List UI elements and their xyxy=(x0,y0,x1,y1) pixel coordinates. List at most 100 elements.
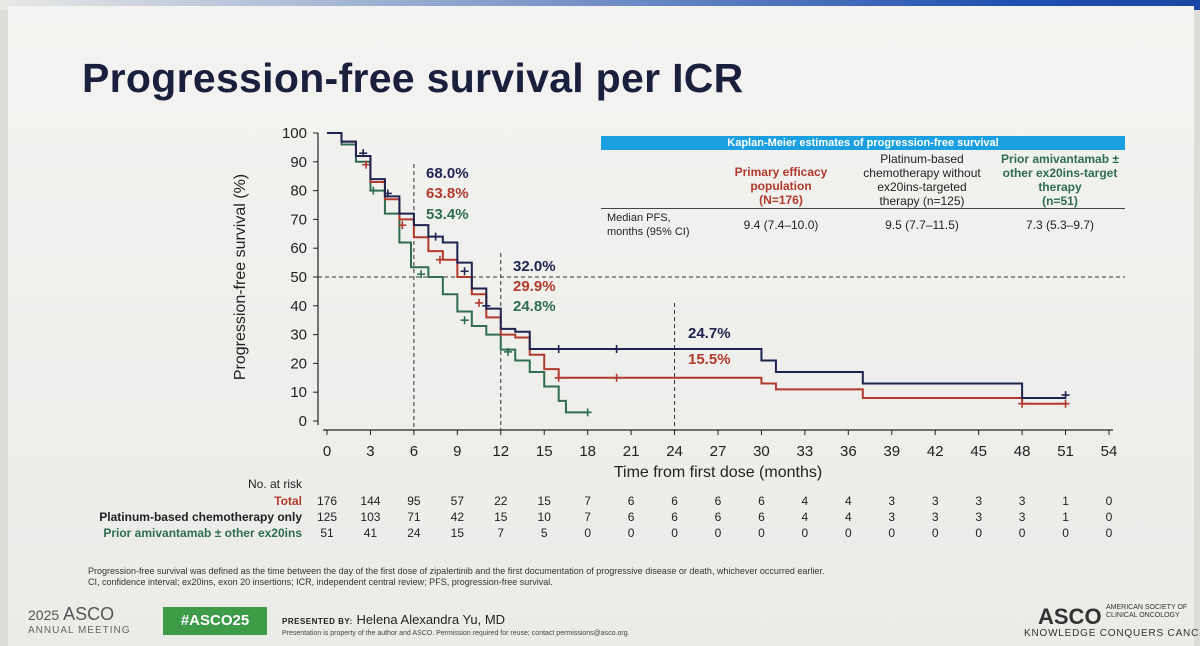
censor-mark xyxy=(435,255,444,264)
censor-mark xyxy=(475,298,484,307)
censor-mark xyxy=(612,373,621,382)
km-table-header: Kaplan-Meier estimates of progression-fr… xyxy=(601,136,1125,150)
km-col-amivantamab-line: therapy xyxy=(1038,180,1082,194)
at-risk-value: 41 xyxy=(364,526,378,540)
asco-side-line: CLINICAL ONCOLOGY xyxy=(1106,612,1180,619)
censor-mark xyxy=(1061,391,1070,400)
y-tick-label: 60 xyxy=(290,240,307,257)
km-col-platinum-line: therapy (n=125) xyxy=(879,194,965,208)
at-risk-value: 3 xyxy=(1019,510,1026,524)
at-risk-value: 6 xyxy=(715,510,722,524)
at-risk-value: 15 xyxy=(538,494,552,508)
at-risk-value: 10 xyxy=(538,510,552,524)
censor-mark xyxy=(431,232,440,241)
asco-tagline: KNOWLEDGE CONQUERS CANCER xyxy=(1024,628,1200,639)
km-col-amivantamab-line: (n=51) xyxy=(1042,194,1078,208)
y-tick-label: 80 xyxy=(290,183,307,200)
at-risk-row-label: Platinum-based chemotherapy only xyxy=(99,510,302,524)
at-risk-title: No. at risk xyxy=(248,477,303,491)
survival-annotation: 24.7% xyxy=(688,325,731,342)
x-tick-label: 6 xyxy=(410,443,418,460)
km-col-primary-line: Primary efficacy xyxy=(734,165,828,179)
at-risk-value: 103 xyxy=(360,510,380,524)
at-risk-value: 6 xyxy=(758,510,765,524)
at-risk-value: 0 xyxy=(671,526,678,540)
km-value-primary: 9.4 (7.4–10.0) xyxy=(743,218,819,232)
censor-mark xyxy=(554,345,563,353)
y-tick-label: 100 xyxy=(282,125,307,142)
x-tick-label: 0 xyxy=(323,443,331,460)
x-tick-label: 42 xyxy=(927,443,944,460)
at-risk-value: 6 xyxy=(715,494,722,508)
x-tick-label: 24 xyxy=(666,443,683,460)
at-risk-value: 7 xyxy=(584,510,591,524)
survival-annotation: 53.4% xyxy=(426,206,469,223)
km-curve-total xyxy=(327,132,1066,399)
meeting-sub: ANNUAL MEETING xyxy=(28,625,131,636)
survival-annotation: 15.5% xyxy=(688,351,731,368)
at-risk-value: 0 xyxy=(1106,526,1113,540)
x-axis-label: Time from first dose (months) xyxy=(614,464,822,481)
at-risk-value: 0 xyxy=(715,526,722,540)
km-col-platinum-line: Platinum-based xyxy=(880,152,964,166)
at-risk-value: 0 xyxy=(758,526,765,540)
km-row-label: Median PFS, months (95% CI) xyxy=(607,211,690,239)
km-row-label-line: Median PFS, xyxy=(607,212,671,224)
x-tick-label: 36 xyxy=(840,443,857,460)
at-risk-value: 7 xyxy=(497,526,504,540)
y-tick-label: 10 xyxy=(290,384,307,401)
km-col-primary: Primary efficacy population (N=176) xyxy=(706,165,856,207)
at-risk-value: 1 xyxy=(1062,494,1069,508)
at-risk-value: 3 xyxy=(932,510,939,524)
censor-mark xyxy=(359,149,368,158)
km-value-platinum: 9.5 (7.7–11.5) xyxy=(885,218,959,232)
censor-mark xyxy=(504,347,513,356)
at-risk-value: 22 xyxy=(494,494,508,508)
at-risk-value: 95 xyxy=(407,494,421,508)
at-risk-value: 0 xyxy=(628,526,635,540)
censor-mark xyxy=(554,373,563,382)
x-tick-label: 21 xyxy=(623,443,640,460)
y-tick-label: 20 xyxy=(290,355,307,372)
at-risk-value: 15 xyxy=(451,526,465,540)
survival-annotation: 63.8% xyxy=(426,185,469,202)
at-risk-value: 1 xyxy=(1062,510,1069,524)
at-risk-value: 0 xyxy=(802,526,809,540)
survival-annotation: 68.0% xyxy=(426,165,469,182)
y-tick-label: 40 xyxy=(290,298,307,315)
slide-top-bar xyxy=(0,0,1200,10)
presented-by-label: PRESENTED BY: xyxy=(282,617,353,626)
x-tick-label: 27 xyxy=(710,443,727,460)
at-risk-value: 0 xyxy=(932,526,939,540)
km-col-amivantamab-line: other ex20ins-target xyxy=(1002,166,1118,180)
x-tick-label: 18 xyxy=(579,443,596,460)
y-tick-label: 30 xyxy=(290,327,307,344)
km-col-amivantamab: Prior amivantamab ± other ex20ins-target… xyxy=(990,152,1130,208)
censor-mark xyxy=(1061,399,1070,408)
km-col-platinum-line: chemotherapy without xyxy=(863,166,981,180)
censor-mark xyxy=(362,160,371,169)
censor-mark xyxy=(612,345,621,353)
km-table-rule xyxy=(601,208,1125,209)
y-tick-label: 50 xyxy=(290,269,307,286)
km-col-platinum-line: ex20ins-targeted xyxy=(877,180,967,194)
at-risk-value: 6 xyxy=(758,494,765,508)
x-tick-label: 33 xyxy=(797,443,814,460)
hashtag-badge: #ASCO25 xyxy=(163,607,267,635)
at-risk-value: 42 xyxy=(451,510,465,524)
survival-annotation: 32.0% xyxy=(513,258,556,275)
censor-mark xyxy=(369,186,378,195)
at-risk-value: 0 xyxy=(888,526,895,540)
asco-annual-meeting-logo: 2025 ASCO ANNUAL MEETING xyxy=(28,604,130,636)
x-tick-label: 15 xyxy=(536,443,553,460)
presenter: PRESENTED BY: Helena Alexandra Yu, MD xyxy=(282,612,505,627)
km-curve-amivantamab xyxy=(327,132,588,414)
at-risk-value: 3 xyxy=(932,494,939,508)
censor-mark xyxy=(460,316,469,325)
x-tick-label: 30 xyxy=(753,443,770,460)
x-tick-label: 39 xyxy=(883,443,900,460)
km-row-label-line: months (95% CI) xyxy=(607,226,690,238)
censor-mark xyxy=(417,270,426,279)
property-note: Presentation is property of the author a… xyxy=(282,630,630,637)
km-col-primary-line: population xyxy=(750,179,812,193)
